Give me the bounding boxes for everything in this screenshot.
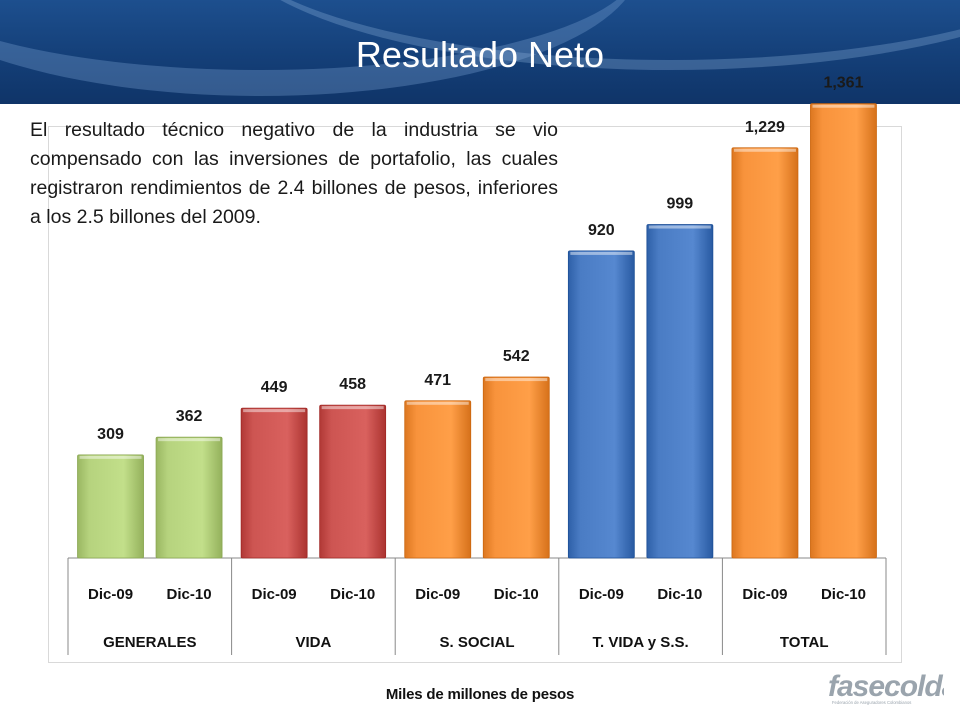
bar [646,224,714,559]
bar-highlight [158,438,221,442]
category-label: Dic-09 [579,586,624,603]
bar-highlight [321,406,384,410]
data-label: 920 [588,222,615,239]
description-text: El resultado técnico negativo de la indu… [30,119,558,228]
category-label: Dic-09 [415,586,460,603]
bar [155,436,223,559]
bar-highlight [812,104,875,108]
group-label: T. VIDA y S.S. [593,634,689,651]
bar [77,454,144,559]
data-label: 1,361 [823,75,863,92]
bar-highlight [485,378,548,382]
group-label: VIDA [295,634,331,651]
category-label: Dic-10 [821,586,866,603]
data-label: 999 [667,196,694,213]
category-label: Dic-10 [167,586,212,603]
bar-highlight [733,148,796,152]
group-label: TOTAL [780,634,829,651]
logo-wordmark: fasecolda [828,670,944,703]
bar [731,147,799,559]
data-label: 362 [176,408,203,425]
group-label: S. SOCIAL [439,634,514,651]
data-label: 309 [97,426,124,443]
bar [240,407,308,559]
category-label: Dic-09 [742,586,787,603]
data-label: 1,229 [745,119,785,136]
bar [404,400,472,559]
group-label: GENERALES [103,634,196,651]
bar-highlight [406,401,469,405]
bar-highlight [570,251,633,255]
bar [810,103,877,559]
category-label: Dic-10 [494,586,539,603]
page-title: Resultado Neto [355,34,605,75]
header-banner: Resultado Neto [0,0,960,104]
category-label: Dic-09 [252,586,297,603]
category-label: Dic-10 [330,586,375,603]
data-label: 471 [424,372,451,389]
category-label: Dic-09 [88,586,133,603]
category-label: Dic-10 [657,586,702,603]
bar [567,250,635,559]
fasecolda-logo: fasecolda Federación de Aseguradores Col… [828,670,944,705]
data-label: 542 [503,348,530,365]
data-label: 458 [339,376,366,393]
bar-highlight [648,225,711,229]
data-label: 449 [261,379,288,396]
bar [482,376,550,559]
unit-label: Miles de millones de pesos [385,686,575,703]
bar-highlight [243,409,306,413]
header-swoosh-secondary [220,0,960,70]
bar-highlight [79,455,142,459]
logo-subtext: Federación de Aseguradores Colombianos [832,700,911,705]
bar [319,404,387,559]
